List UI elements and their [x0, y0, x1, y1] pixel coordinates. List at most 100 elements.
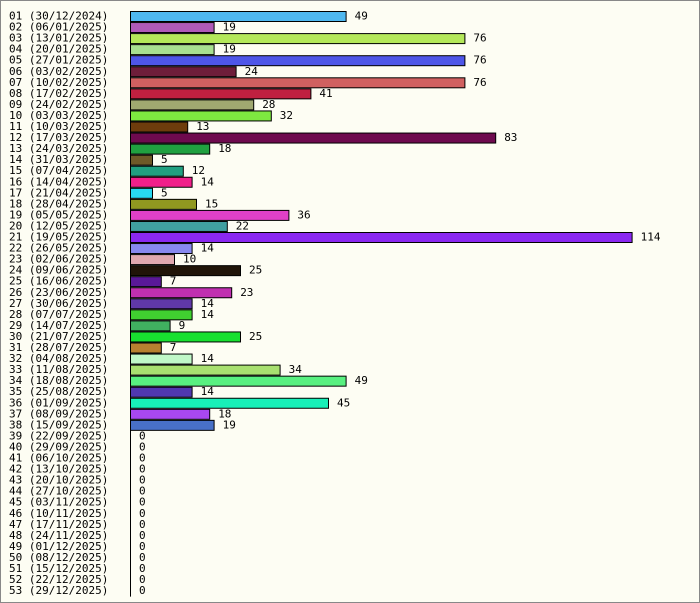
category-label: 39 (22/09/2025)	[9, 429, 108, 442]
bar	[130, 254, 175, 266]
bar	[130, 99, 255, 111]
value-label: 14	[201, 175, 215, 188]
category-label: 35 (25/08/2025)	[9, 385, 108, 398]
value-label: 14	[201, 242, 215, 255]
category-label: 43 (20/10/2025)	[9, 474, 108, 487]
category-label: 50 (08/12/2025)	[9, 551, 108, 564]
category-label: 20 (12/05/2025)	[9, 219, 108, 232]
category-label: 36 (01/09/2025)	[9, 396, 108, 409]
bar	[130, 44, 215, 56]
value-label: 0	[139, 529, 146, 542]
value-label: 32	[280, 109, 293, 122]
value-label: 76	[473, 54, 486, 67]
bar	[130, 375, 347, 387]
value-label: 18	[218, 407, 231, 420]
value-label: 36	[297, 208, 310, 221]
value-label: 14	[201, 308, 215, 321]
value-label: 0	[139, 584, 146, 597]
category-label: 10 (03/03/2025)	[9, 109, 108, 122]
bar	[130, 154, 153, 166]
bar	[130, 198, 197, 210]
value-label: 19	[223, 43, 236, 56]
category-label: 18 (28/04/2025)	[9, 197, 108, 210]
category-label: 53 (29/12/2025)	[9, 584, 108, 597]
bar	[130, 287, 233, 299]
bar	[130, 364, 281, 376]
bar	[130, 209, 290, 221]
bar	[130, 110, 272, 122]
value-label: 7	[170, 341, 177, 354]
category-label: 16 (14/04/2025)	[9, 175, 108, 188]
value-label: 19	[223, 21, 236, 34]
value-label: 15	[205, 197, 218, 210]
bar	[130, 243, 193, 255]
category-label: 25 (16/06/2025)	[9, 275, 108, 288]
value-label: 0	[139, 540, 146, 553]
value-label: 0	[139, 485, 146, 498]
bar	[130, 320, 171, 332]
value-label: 0	[139, 463, 146, 476]
category-label: 09 (24/02/2025)	[9, 98, 108, 111]
bar	[130, 220, 228, 232]
category-label: 02 (06/01/2025)	[9, 21, 108, 34]
value-label: 10	[183, 253, 196, 266]
value-label: 24	[245, 65, 259, 78]
category-label: 34 (18/08/2025)	[9, 374, 108, 387]
bar	[130, 143, 211, 155]
category-label: 01 (30/12/2024)	[9, 10, 108, 23]
bar	[130, 77, 466, 89]
category-label: 45 (03/11/2025)	[9, 496, 108, 509]
value-label: 0	[139, 518, 146, 531]
value-label: 7	[170, 275, 177, 288]
value-label: 0	[139, 551, 146, 564]
bar	[130, 298, 193, 310]
value-label: 0	[139, 474, 146, 487]
value-label: 14	[201, 352, 215, 365]
category-label: 13 (24/03/2025)	[9, 142, 108, 155]
category-label: 17 (21/04/2025)	[9, 186, 108, 199]
category-label: 23 (02/06/2025)	[9, 253, 108, 266]
category-label: 22 (26/05/2025)	[9, 242, 108, 255]
category-label: 31 (28/07/2025)	[9, 341, 108, 354]
value-label: 14	[201, 297, 215, 310]
value-label: 83	[504, 131, 517, 144]
value-label: 0	[139, 440, 146, 453]
value-label: 76	[473, 76, 486, 89]
category-label: 40 (29/09/2025)	[9, 440, 108, 453]
value-label: 114	[641, 231, 661, 244]
category-label: 15 (07/04/2025)	[9, 164, 108, 177]
category-label: 21 (19/05/2025)	[9, 231, 108, 244]
value-label: 45	[337, 396, 350, 409]
bar	[130, 408, 211, 420]
value-label: 34	[289, 363, 303, 376]
category-label: 51 (15/12/2025)	[9, 562, 108, 575]
category-label: 38 (15/09/2025)	[9, 418, 108, 431]
bar	[130, 88, 312, 100]
bar	[130, 386, 193, 398]
category-label: 28 (07/07/2025)	[9, 308, 108, 321]
category-label: 03 (13/01/2025)	[9, 32, 108, 45]
category-label: 19 (05/05/2025)	[9, 208, 108, 221]
category-label: 07 (10/02/2025)	[9, 76, 108, 89]
category-label: 42 (13/10/2025)	[9, 463, 108, 476]
value-label: 19	[223, 418, 236, 431]
value-label: 25	[249, 264, 262, 277]
category-label: 11 (10/03/2025)	[9, 120, 108, 133]
bar	[130, 276, 162, 288]
category-label: 08 (17/02/2025)	[9, 87, 108, 100]
value-label: 0	[139, 452, 146, 465]
bar	[130, 121, 189, 133]
bar	[130, 11, 347, 22]
value-label: 14	[201, 385, 215, 398]
bar	[130, 55, 466, 67]
category-label: 41 (06/10/2025)	[9, 452, 108, 465]
category-label: 29 (14/07/2025)	[9, 319, 108, 332]
category-label: 24 (09/06/2025)	[9, 264, 108, 277]
category-label: 14 (31/03/2025)	[9, 153, 108, 166]
value-label: 76	[473, 32, 486, 45]
category-label: 46 (10/11/2025)	[9, 507, 108, 520]
category-label: 30 (21/07/2025)	[9, 330, 108, 343]
value-label: 9	[179, 319, 186, 332]
category-label: 48 (24/11/2025)	[9, 529, 108, 542]
bar	[130, 232, 633, 243]
